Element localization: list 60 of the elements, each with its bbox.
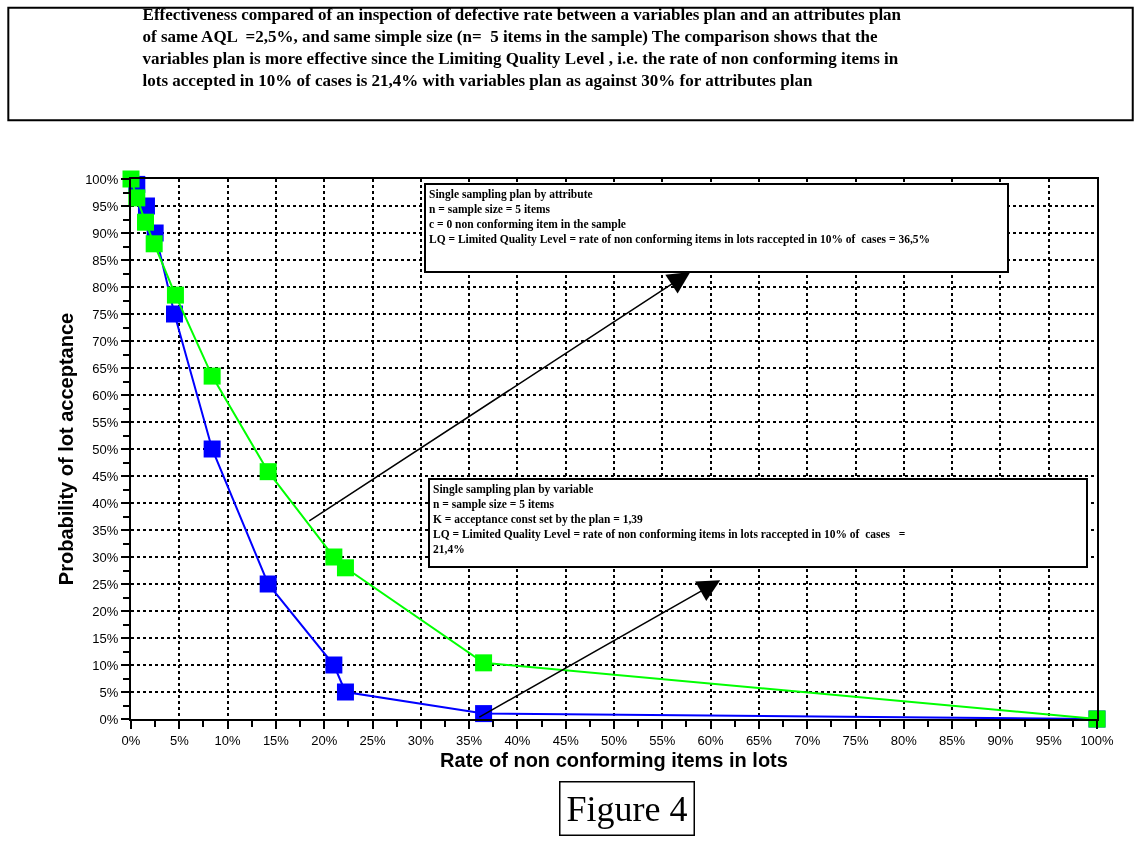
point [259, 463, 277, 481]
x-tick-label: 10% [214, 732, 242, 748]
x-tick-label: 15% [262, 732, 290, 748]
x-tick-label: 65% [745, 732, 773, 748]
y-tick-label: 60% [92, 387, 119, 403]
x-tick-label: 35% [456, 732, 483, 748]
chart-title: Effectiveness compared of an inspection of defective rate between a variables plan and an attributes plan of same AQL =2,5%, and same simple size (n= 5 items in the sample) The comparison shows that the variables plan is more effective since the Limiting Quality Level , i.e. the rate of non conforming items in lots accepted in 10% of cases is 21,4% with variables plan as against 30% for attributes plan [142, 4, 902, 90]
y-tick-label: 70% [92, 333, 119, 349]
point [136, 213, 154, 231]
point [259, 575, 277, 593]
y-tick-label: 35% [92, 522, 119, 538]
x-tick-label: 60% [697, 732, 725, 748]
x-tick-label: 20% [311, 732, 338, 748]
point [145, 235, 163, 253]
x-tick-label: 25% [359, 732, 386, 748]
x-tick-label: 95% [1035, 732, 1063, 748]
point [336, 683, 354, 701]
x-tick-label: 55% [649, 732, 676, 748]
y-tick-label: 65% [92, 360, 119, 376]
x-tick-label: 70% [794, 732, 821, 748]
annotation: Single sampling plan by variable n = sample size = 5 items K = acceptance const set by the plan = 1,39 LQ = Limited Quality Level = rate of non conforming items in lots raccepted in 10% of cases = 21,4% [433, 483, 906, 555]
x-tick-label: 5% [169, 732, 190, 748]
x-tick-label: 0% [121, 732, 141, 748]
y-tick-label: 45% [92, 468, 119, 484]
x-tick-label: 50% [600, 732, 628, 748]
x-axis-title: Rate of non conforming items in lots [440, 748, 788, 771]
y-tick-label: 50% [92, 441, 119, 457]
y-tick-label: 80% [92, 279, 119, 295]
x-tick-label: 85% [939, 732, 966, 748]
y-tick-label: 15% [92, 630, 119, 646]
y-tick-label: 75% [92, 306, 119, 322]
y-tick-label: 90% [92, 225, 119, 241]
point [325, 656, 343, 674]
point [203, 440, 221, 458]
x-tick-label: 90% [987, 732, 1014, 748]
point [475, 654, 493, 672]
point [203, 367, 221, 385]
point [336, 559, 354, 577]
y-axis-title: Probability of lot acceptance [55, 312, 78, 586]
y-tick-label: 10% [92, 657, 119, 673]
y-tick-label: 40% [92, 495, 119, 511]
x-tick-label: 45% [552, 732, 580, 748]
caption: Figure 4 [566, 788, 688, 829]
y-tick-label: 5% [99, 684, 119, 700]
point [165, 305, 183, 323]
y-tick-label: 95% [92, 198, 119, 214]
y-tick-label: 30% [92, 549, 119, 565]
y-tick-label: 20% [92, 603, 119, 619]
y-tick-label: 100% [85, 171, 119, 187]
x-tick-label: 30% [407, 732, 435, 748]
point [166, 286, 184, 304]
x-tick-label: 40% [504, 732, 531, 748]
y-tick-label: 55% [92, 414, 119, 430]
x-tick-label: 80% [890, 732, 918, 748]
y-tick-label: 0% [99, 711, 119, 727]
annotation: Single sampling plan by attribute n = sample size = 5 items c = 0 non conforming item in the sample LQ = Limited Quality Level = rate of non conforming items in lots raccepted in 10% of cases = 36,5% [429, 188, 931, 246]
y-tick-label: 85% [92, 252, 119, 268]
y-tick-label: 25% [92, 576, 119, 592]
x-tick-label: 100% [1080, 732, 1115, 748]
x-tick-label: 75% [842, 732, 869, 748]
